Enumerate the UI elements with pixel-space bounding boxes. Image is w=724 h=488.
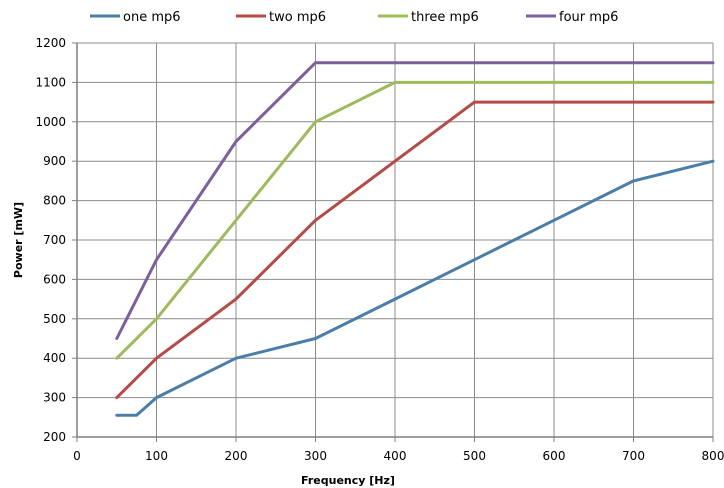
x-tick-label: 500 <box>463 449 486 463</box>
y-tick-label: 200 <box>43 430 66 444</box>
x-tick-label: 800 <box>702 449 724 463</box>
y-tick-label: 1000 <box>35 115 66 129</box>
y-tick-label: 600 <box>43 272 66 286</box>
x-tick-label: 100 <box>145 449 168 463</box>
x-tick-label: 0 <box>73 449 81 463</box>
y-tick-label: 700 <box>43 233 66 247</box>
y-tick-label: 1200 <box>35 36 66 50</box>
axes <box>72 42 714 442</box>
y-tick-label: 400 <box>43 351 66 365</box>
legend-label: three mp6 <box>411 10 479 25</box>
y-axis-title: Power [mW] <box>12 202 25 278</box>
legend: one mp6 two mp6 three mp6 four mp6 <box>90 10 618 25</box>
x-axis-title: Frequency [Hz] <box>301 474 395 487</box>
x-tick-label: 400 <box>384 449 407 463</box>
legend-label: two mp6 <box>269 10 326 25</box>
series-line-3 <box>115 80 715 360</box>
series-lines <box>115 61 715 417</box>
x-tick-label: 700 <box>622 449 645 463</box>
legend-label: four mp6 <box>559 10 618 25</box>
y-tick-label: 500 <box>43 312 66 326</box>
y-tick-label: 300 <box>43 391 66 405</box>
x-tick-label: 300 <box>304 449 327 463</box>
series-line-4 <box>115 61 715 340</box>
x-tick-label: 600 <box>543 449 566 463</box>
series-line-1 <box>115 159 715 417</box>
x-tick-label: 200 <box>225 449 248 463</box>
y-tick-label: 900 <box>43 154 66 168</box>
y-tick-label: 800 <box>43 194 66 208</box>
legend-label: one mp6 <box>123 10 181 25</box>
series-line-2 <box>115 100 715 400</box>
y-tick-label: 1100 <box>35 75 66 89</box>
tick-labels: 0 100 200 300 400 500 600 700 800 200 300 400 500 600… <box>35 36 724 463</box>
grid <box>77 42 714 437</box>
